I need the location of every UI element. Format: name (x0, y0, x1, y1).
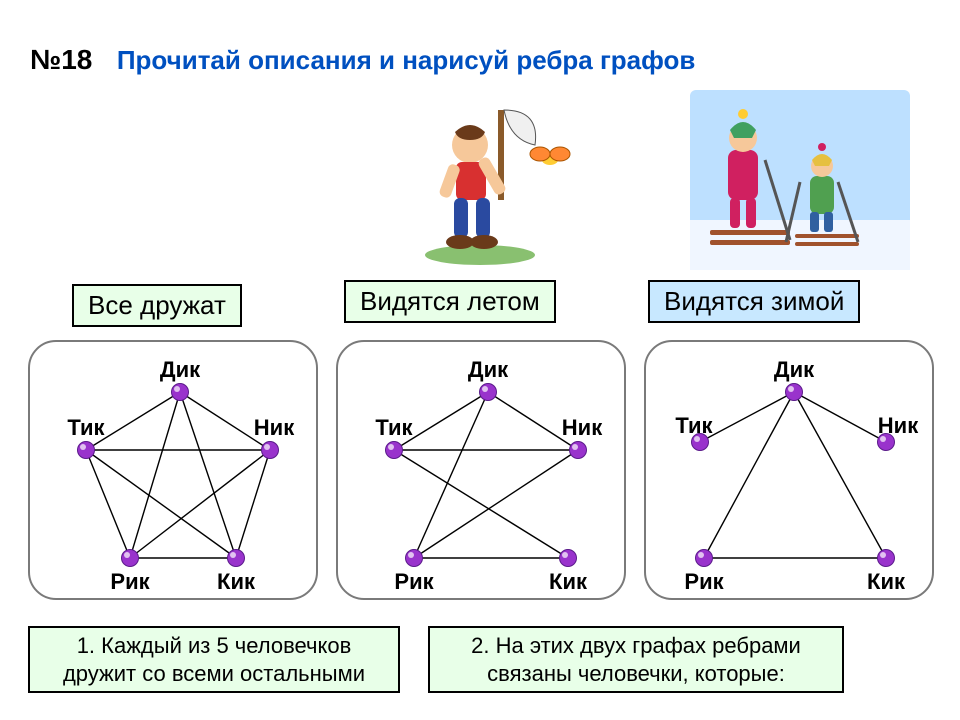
graph-summer: Дик Ник Кик Рик Тик (336, 340, 626, 600)
task-number: №18 (30, 44, 92, 76)
graph-node-tik (77, 441, 95, 459)
graph-node-dik (785, 383, 803, 401)
graph-node-label-dik: Дик (774, 357, 814, 383)
graph-all-friends: Дик Ник Кик Рик Тик (28, 340, 318, 600)
graph-node-tik (385, 441, 403, 459)
graph-node-kik (877, 549, 895, 567)
graph-node-rik (121, 549, 139, 567)
task-header: №18 Прочитай описания и нарисуй ребра гр… (30, 44, 695, 76)
graph-node-label-rik: Рик (110, 569, 149, 595)
footer-2-line-2: связаны человечки, которые: (438, 660, 834, 688)
heading-3-text: Видятся зимой (664, 286, 844, 316)
heading-all-friends: Все дружат (72, 284, 242, 327)
graph-node-label-tik: Тик (67, 415, 104, 441)
heading-summer: Видятся летом (344, 280, 556, 323)
graph-node-dik (479, 383, 497, 401)
illustration-summer (410, 90, 590, 275)
footer-1-line-1: 1. Каждый из 5 человечков (38, 632, 390, 660)
graph-node-label-tik: Тик (375, 415, 412, 441)
graph-node-label-rik: Рик (394, 569, 433, 595)
graph-winter: Дик Ник Кик Рик Тик (644, 340, 934, 600)
footer-2-line-1: 2. На этих двух графах ребрами (438, 632, 834, 660)
graph-node-label-nik: Ник (562, 415, 602, 441)
graph-node-label-kik: Кик (217, 569, 255, 595)
heading-2-text: Видятся летом (360, 286, 540, 316)
task-title: Прочитай описания и нарисуй ребра графов (117, 45, 696, 76)
graph-node-label-dik: Дик (160, 357, 200, 383)
graph-node-kik (227, 549, 245, 567)
graph-node-label-tik: Тик (675, 413, 712, 439)
graph-node-kik (559, 549, 577, 567)
graph-node-rik (695, 549, 713, 567)
graph-node-label-rik: Рик (684, 569, 723, 595)
footer-1-line-2: дружит со всеми остальными (38, 660, 390, 688)
graph-node-label-kik: Кик (867, 569, 905, 595)
heading-1-text: Все дружат (88, 290, 226, 320)
graph-node-rik (405, 549, 423, 567)
graph-node-label-nik: Ник (878, 413, 918, 439)
graph-node-label-dik: Дик (468, 357, 508, 383)
graph-node-nik (261, 441, 279, 459)
graph-node-dik (171, 383, 189, 401)
graph-node-nik (569, 441, 587, 459)
heading-winter: Видятся зимой (648, 280, 860, 323)
footer-note-2: 2. На этих двух графах ребрами связаны ч… (428, 626, 844, 693)
graph-node-label-kik: Кик (549, 569, 587, 595)
footer-note-1: 1. Каждый из 5 человечков дружит со всем… (28, 626, 400, 693)
illustration-winter (690, 90, 910, 275)
graph-node-label-nik: Ник (254, 415, 294, 441)
